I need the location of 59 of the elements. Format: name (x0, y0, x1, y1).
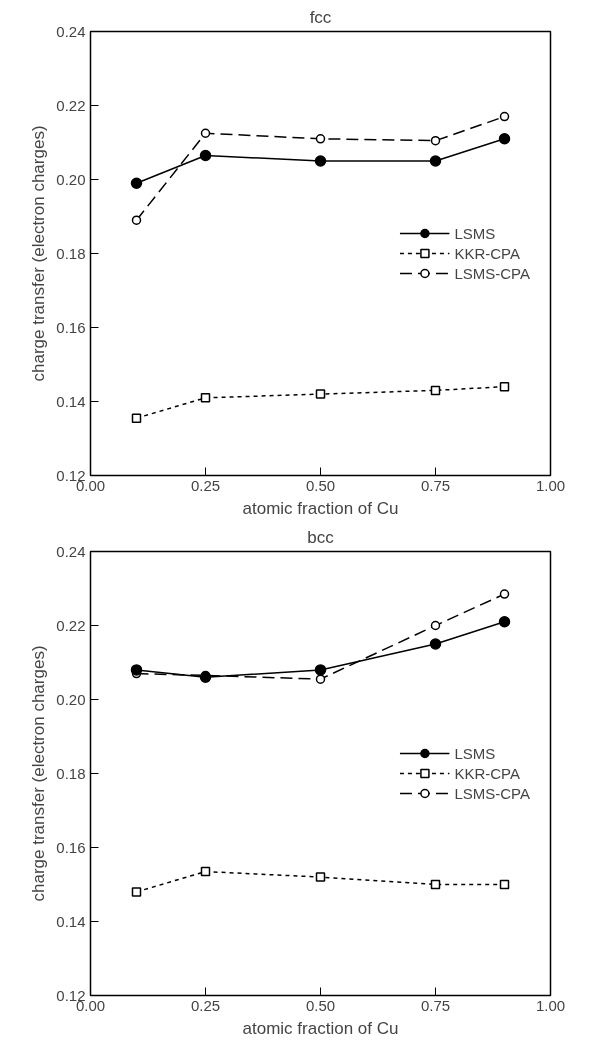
point (315, 674, 326, 684)
point (200, 866, 211, 877)
point (499, 879, 510, 890)
y-tick-label: 0.22 (56, 96, 86, 114)
x-axis-title: atomic fraction of Cu (242, 1018, 399, 1038)
point (131, 887, 142, 897)
point (315, 134, 326, 144)
y-tick-label: 0.20 (56, 690, 86, 708)
y-tick-label: 0.14 (56, 912, 86, 930)
x-axis-title: atomic fraction of Cu (242, 498, 399, 518)
x-tick-label: 0.75 (420, 476, 451, 494)
x-tick-label: 0.50 (305, 476, 336, 494)
y-axis-title: charge transfer (electron charges) (29, 645, 49, 902)
legend-label: LSMS (454, 224, 496, 242)
chart-title: fcc (309, 7, 332, 27)
point (200, 393, 211, 403)
point (314, 664, 327, 676)
point (499, 381, 510, 392)
x-tick-label: 1.00 (535, 476, 566, 494)
chart-title: bcc (307, 527, 335, 547)
y-axis-title: charge transfer (electron charges) (29, 125, 49, 382)
y-tick-label: 0.18 (56, 244, 86, 262)
legend-label: LSMS (454, 744, 496, 762)
point (315, 389, 326, 399)
point (499, 111, 510, 122)
x-tick-label: 0.50 (305, 996, 336, 1014)
legend-label: LSMS-CPA (454, 264, 530, 282)
point (130, 177, 143, 189)
x-tick-label: 0.25 (190, 996, 221, 1014)
legend-label: LSMS-CPA (454, 784, 530, 802)
point (429, 638, 442, 650)
y-tick-label: 0.20 (56, 170, 86, 188)
x-tick-label: 1.00 (535, 996, 566, 1014)
legend-label: KKR-CPA (454, 244, 520, 262)
point (315, 872, 326, 882)
y-tick-label: 0.16 (56, 838, 86, 856)
point (430, 385, 441, 396)
point (499, 589, 510, 599)
point (429, 155, 442, 167)
point (200, 128, 211, 138)
y-tick-label: 0.14 (56, 392, 86, 410)
point (131, 413, 142, 423)
point (430, 135, 441, 146)
point (314, 155, 327, 167)
point (199, 149, 212, 162)
x-tick-label: 0.75 (420, 996, 451, 1014)
point (430, 879, 441, 890)
y-tick-label: 0.18 (56, 764, 86, 782)
point (498, 616, 511, 628)
point (130, 664, 143, 676)
y-tick-label: 0.24 (56, 22, 86, 40)
point (498, 133, 511, 145)
y-tick-label: 0.22 (56, 616, 86, 634)
legend-label: KKR-CPA (454, 764, 520, 782)
x-tick-label: 0.25 (190, 476, 221, 494)
point (131, 215, 142, 225)
y-tick-label: 0.24 (56, 542, 86, 560)
point (430, 620, 441, 631)
y-tick-label: 0.16 (56, 318, 86, 336)
